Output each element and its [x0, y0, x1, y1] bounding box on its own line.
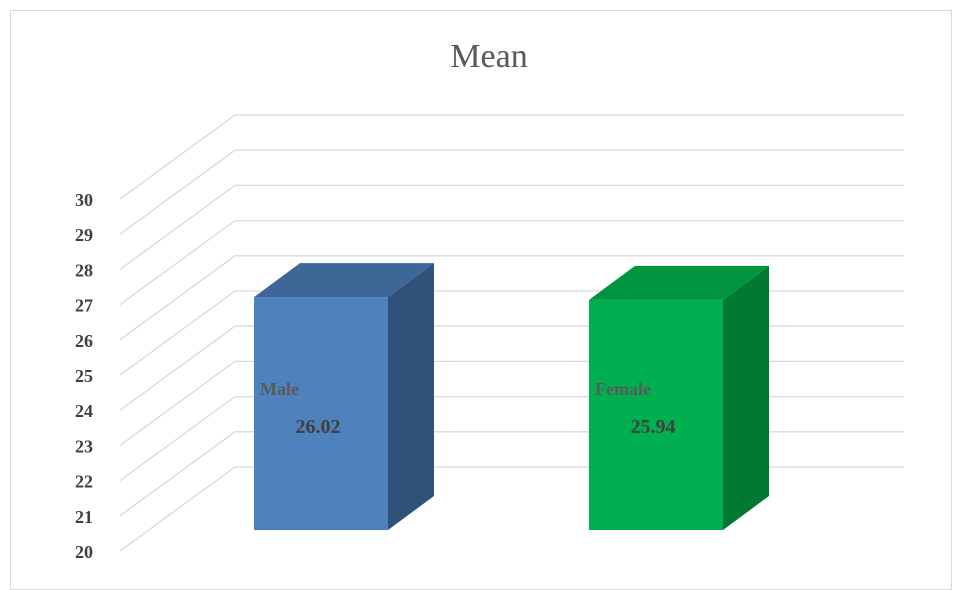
gridline	[119, 184, 904, 270]
gridline	[119, 325, 904, 411]
y-tick-label: 28	[75, 260, 93, 280]
chart-title: Mean	[450, 38, 527, 75]
y-tick-label: 27	[75, 296, 93, 316]
y-tick-label: 23	[75, 436, 93, 456]
y-tick-label: 29	[75, 225, 93, 245]
y-tick-label: 21	[75, 507, 93, 527]
bar-male: Male 26.02	[254, 263, 434, 530]
category-label: Male	[260, 379, 299, 399]
gridline	[119, 219, 904, 306]
gridlines	[119, 114, 904, 552]
gridline	[119, 114, 904, 200]
y-tick-label: 25	[75, 366, 93, 386]
gridline	[119, 431, 904, 517]
bar-top	[589, 265, 769, 300]
bar-top	[254, 263, 434, 298]
y-tick-label: 24	[75, 401, 93, 421]
gridline	[119, 395, 904, 482]
y-tick-label: 20	[75, 542, 93, 562]
category-label: Female	[595, 379, 651, 399]
bar-front	[254, 297, 388, 530]
gridline	[119, 360, 904, 446]
bar-side	[723, 265, 769, 530]
y-tick-label: 26	[75, 331, 93, 351]
bar-side	[388, 263, 434, 530]
gridline	[119, 290, 904, 376]
data-label: 26.02	[296, 416, 341, 438]
y-axis-ticks: 20 21 22 23 24 25 26 27 28 29 30	[75, 190, 93, 562]
chart-frame	[10, 10, 952, 590]
gridline	[119, 255, 904, 341]
bar-front	[589, 299, 723, 530]
gridline	[119, 149, 904, 235]
bar-female: Female 25.94	[589, 265, 769, 530]
bars: Male 26.02 Female 25.94	[254, 263, 769, 530]
gridline	[119, 466, 904, 552]
data-label: 25.94	[631, 416, 676, 438]
y-tick-label: 22	[75, 472, 93, 492]
y-tick-label: 30	[75, 190, 93, 210]
